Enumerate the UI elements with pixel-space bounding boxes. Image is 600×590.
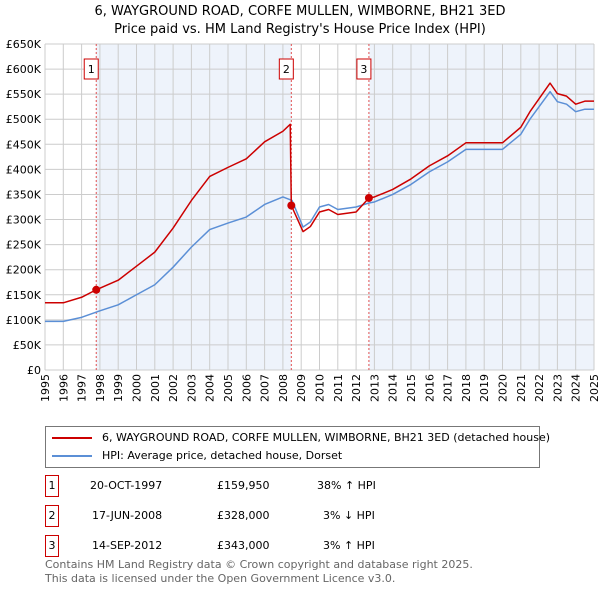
y-tick-label: £500K xyxy=(6,113,42,126)
sale-price: £328,000 xyxy=(217,509,270,522)
x-tick-label: 2015 xyxy=(405,374,418,402)
sale-marker: 1 xyxy=(45,475,59,497)
x-tick-label: 2010 xyxy=(314,374,327,402)
x-tick-label: 2002 xyxy=(167,374,180,402)
sale-marker: 2 xyxy=(45,505,59,527)
y-tick-label: £100K xyxy=(6,314,42,327)
y-tick-label: £250K xyxy=(6,239,42,252)
sale-label: 3 xyxy=(360,63,367,76)
x-tick-label: 2006 xyxy=(240,374,253,402)
x-tick-label: 1999 xyxy=(112,374,125,402)
sale-label: 1 xyxy=(88,63,95,76)
x-tick-label: 2007 xyxy=(259,374,272,402)
x-tick-label: 2001 xyxy=(149,374,162,402)
footer-copyright: Contains HM Land Registry data © Crown c… xyxy=(45,558,473,571)
legend-blue-line xyxy=(52,454,92,457)
sale-date: 20-OCT-1997 xyxy=(90,479,163,492)
legend-red-line xyxy=(52,436,92,439)
price-chart: 1995 1996 1997 1998 1999 2000 2001 2002 2003 2004… xyxy=(6,38,600,402)
x-tick-label: 2013 xyxy=(368,374,381,402)
sale-point xyxy=(364,193,373,202)
x-tick-label: 2024 xyxy=(570,374,583,402)
sale-point xyxy=(287,201,296,210)
sale-label-box xyxy=(83,58,99,80)
x-tick-label: 1997 xyxy=(76,374,89,402)
x-tick-label: 2008 xyxy=(277,374,290,402)
x-tick-label: 2025 xyxy=(588,374,600,402)
sale-label-box xyxy=(356,58,372,80)
sale-row: 3 14-SEP-2012 £343,000 3% ↑ HPI xyxy=(45,535,445,557)
y-tick-label: £350K xyxy=(6,188,42,201)
sale-price: £159,950 xyxy=(217,479,270,492)
footer-licence: This data is licensed under the Open Gov… xyxy=(45,572,396,585)
x-tick-label: 2003 xyxy=(185,374,198,402)
property-price-line xyxy=(45,82,594,304)
chart-title: 6, WAYGROUND ROAD, CORFE MULLEN, WIMBORN… xyxy=(94,4,506,19)
x-tick-label: 2016 xyxy=(423,374,436,402)
x-tick-label: 2005 xyxy=(222,374,235,402)
shaded-period xyxy=(368,44,594,370)
x-tick-label: 2009 xyxy=(295,374,308,402)
sale-price: £343,000 xyxy=(217,539,270,552)
x-tick-label: 2023 xyxy=(551,374,564,402)
x-tick-label: 1995 xyxy=(39,374,52,402)
x-tick-label: 1998 xyxy=(94,374,107,402)
y-tick-label: £400K xyxy=(6,163,42,176)
x-tick-label: 2019 xyxy=(478,374,491,402)
sale-row: 1 20-OCT-1997 £159,950 38% ↑ HPI xyxy=(45,475,445,497)
legend-label-property: 6, WAYGROUND ROAD, CORFE MULLEN, WIMBORN… xyxy=(102,431,551,444)
x-tick-label: 2020 xyxy=(497,374,510,402)
legend-label-hpi: HPI: Average price, detached house, Dors… xyxy=(102,449,343,462)
y-tick-label: £650K xyxy=(6,38,42,51)
y-tick-label: £300K xyxy=(6,214,42,227)
hpi-line xyxy=(45,90,594,323)
sale-label: 2 xyxy=(283,63,290,76)
x-tick-label: 1996 xyxy=(57,374,70,402)
y-tick-label: £0 xyxy=(27,364,41,377)
x-tick-label: 2000 xyxy=(131,374,144,402)
y-tick-label: £600K xyxy=(6,63,42,76)
legend: 6, WAYGROUND ROAD, CORFE MULLEN, WIMBORN… xyxy=(45,426,550,468)
sale-hpi: 38% ↑ HPI xyxy=(317,479,376,492)
y-tick-label: £150K xyxy=(6,289,42,302)
sale-hpi: 3% ↓ HPI xyxy=(323,509,375,522)
chart-subtitle: Price paid vs. HM Land Registry's House … xyxy=(114,22,486,37)
sale-marker: 3 xyxy=(45,535,59,557)
x-tick-label: 2014 xyxy=(387,374,400,402)
sale-date: 14-SEP-2012 xyxy=(92,539,163,552)
footer: Contains HM Land Registry data © Crown c… xyxy=(45,558,473,586)
shaded-period xyxy=(96,44,292,370)
y-tick-label: £200K xyxy=(6,264,42,277)
sale-date: 17-JUN-2008 xyxy=(92,509,163,522)
y-tick-label: £550K xyxy=(6,88,42,101)
y-tick-label: £450K xyxy=(6,138,42,151)
y-tick-label: £50K xyxy=(13,339,42,352)
sale-point xyxy=(92,285,101,294)
x-tick-label: 2017 xyxy=(442,374,455,402)
x-tick-label: 2018 xyxy=(460,374,473,402)
x-tick-label: 2012 xyxy=(350,374,363,402)
sale-row: 2 17-JUN-2008 £328,000 3% ↓ HPI xyxy=(45,505,445,527)
sale-label-box xyxy=(278,58,294,80)
sale-hpi: 3% ↑ HPI xyxy=(323,539,375,552)
x-tick-label: 2004 xyxy=(204,374,217,402)
x-tick-label: 2022 xyxy=(533,374,546,402)
x-tick-label: 2011 xyxy=(332,374,345,402)
x-tick-label: 2021 xyxy=(515,374,528,402)
